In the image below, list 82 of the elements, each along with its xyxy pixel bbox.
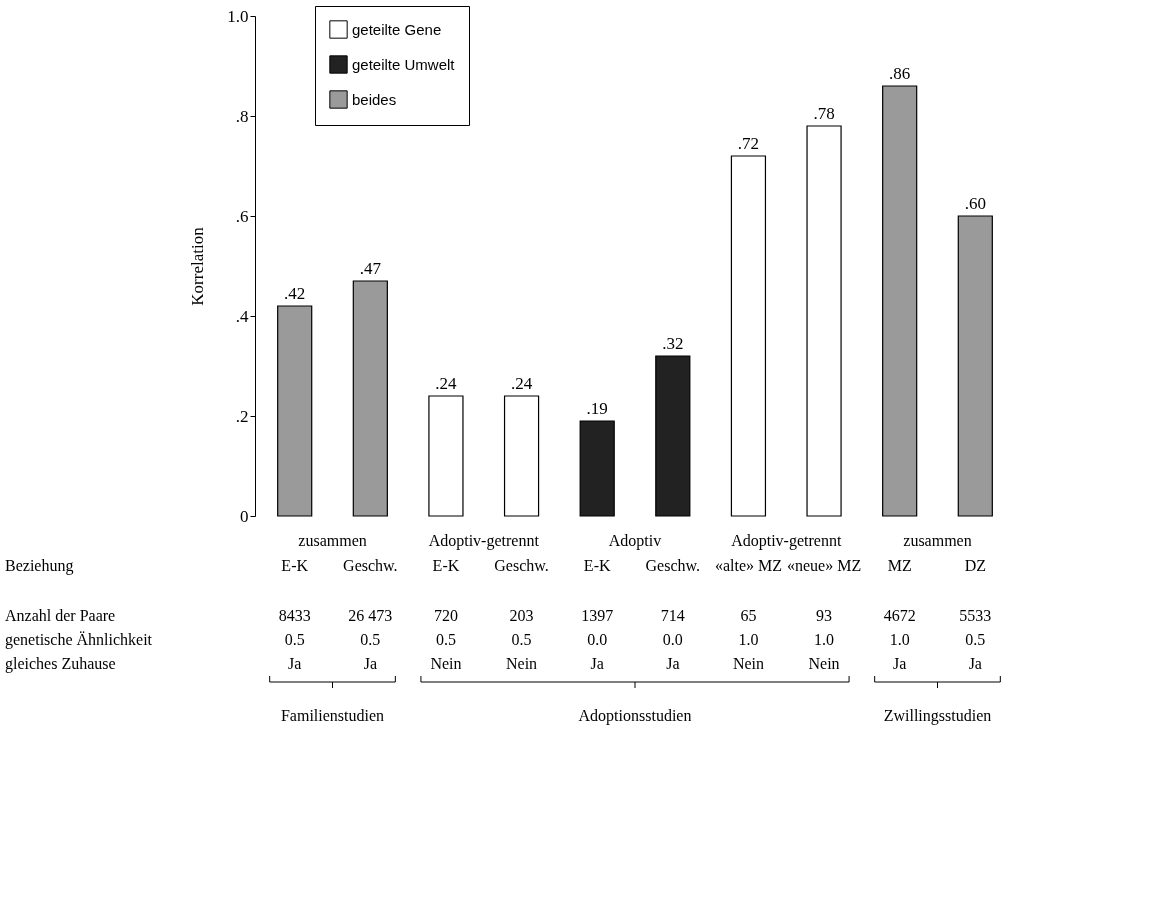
data-label: .72 [737, 134, 760, 153]
bar [957, 215, 993, 517]
bar [882, 85, 918, 517]
bar [655, 355, 691, 517]
data-label: .24 [510, 374, 533, 393]
text: Ja [590, 655, 604, 672]
x-tick-label: «alte» MZ [714, 557, 782, 574]
data-label: .86 [889, 64, 911, 83]
text: zusammen [298, 532, 367, 549]
text: zusammen [903, 532, 972, 549]
text: 1.0 [738, 631, 759, 648]
text: 0.5 [284, 631, 305, 648]
text: 8433 [278, 607, 311, 624]
x-tick-label: Geschw. [343, 557, 398, 574]
text: 720 [433, 607, 458, 624]
legend-label: beides [352, 90, 397, 108]
text: 1397 [581, 607, 614, 624]
legend-label: geteilte Gene [352, 20, 442, 38]
text: 93 [816, 607, 833, 624]
y-tick-label: .6 [235, 206, 249, 226]
text: Ja [968, 655, 982, 672]
text: 0.5 [435, 631, 456, 648]
text: 0.5 [360, 631, 381, 648]
bar [579, 420, 615, 517]
bar [352, 280, 388, 517]
text: 0.0 [587, 631, 608, 648]
text: 0.5 [511, 631, 532, 648]
bar [428, 395, 464, 517]
text: 5533 [959, 607, 992, 624]
text: Nein [732, 655, 764, 672]
x-tick-label: E-K [432, 557, 460, 574]
text: gleiches Zuhause [5, 655, 116, 673]
data-label: .42 [284, 284, 306, 303]
text: 4672 [883, 607, 916, 624]
bar [277, 305, 313, 517]
x-tick-label: E-K [583, 557, 611, 574]
text: Adoptiv-getrennt [731, 532, 842, 550]
data-label: .47 [359, 259, 382, 278]
x-tick-label: DZ [964, 557, 986, 574]
x-tick-label: E-K [281, 557, 309, 574]
text: Beziehung [5, 557, 74, 575]
text: Familienstudien [280, 707, 385, 724]
x-tick-label: Geschw. [645, 557, 701, 574]
text: 1.0 [814, 631, 835, 648]
bar [730, 155, 767, 517]
text: 0.5 [965, 631, 986, 648]
text: Zwillingsstudien [883, 707, 992, 725]
text: 1.0 [889, 631, 910, 648]
text: Anzahl der Paare [5, 607, 116, 624]
data-label: .19 [586, 399, 608, 418]
text: 203 [509, 607, 534, 624]
legend-label: geteilte Umwelt [352, 55, 456, 73]
y-axis-title: Korrelation [188, 226, 208, 306]
text: 714 [660, 607, 685, 624]
text: Adoptiv [608, 532, 662, 550]
text: Nein [506, 655, 538, 672]
text: Ja [893, 655, 907, 672]
x-tick-label: «neue» MZ [786, 557, 862, 574]
text: Ja [666, 655, 680, 672]
data-label: .32 [662, 334, 684, 353]
text: 26 473 [348, 607, 393, 624]
text: 0.0 [662, 631, 683, 648]
x-tick-label: MZ [887, 557, 912, 574]
data-label: .78 [813, 104, 835, 123]
text: 65 [740, 607, 757, 624]
y-tick-label: 1.0 [227, 6, 249, 26]
x-tick-label: Geschw. [494, 557, 549, 574]
text: Nein [808, 655, 840, 672]
text: Ja [288, 655, 302, 672]
text: Adoptionsstudien [578, 707, 692, 725]
bar [503, 395, 540, 517]
data-label: .60 [964, 194, 986, 213]
text: Nein [430, 655, 462, 672]
y-tick-label: .8 [235, 106, 249, 126]
text: genetische Ähnlichkeit [5, 631, 153, 649]
y-tick-label: .4 [235, 306, 249, 326]
bar [806, 125, 842, 517]
text: Ja [363, 655, 377, 672]
data-label: .24 [435, 374, 458, 393]
text: Adoptiv-getrennt [428, 532, 540, 550]
y-tick-label: .2 [235, 406, 249, 426]
y-tick-label: 0 [240, 506, 249, 526]
